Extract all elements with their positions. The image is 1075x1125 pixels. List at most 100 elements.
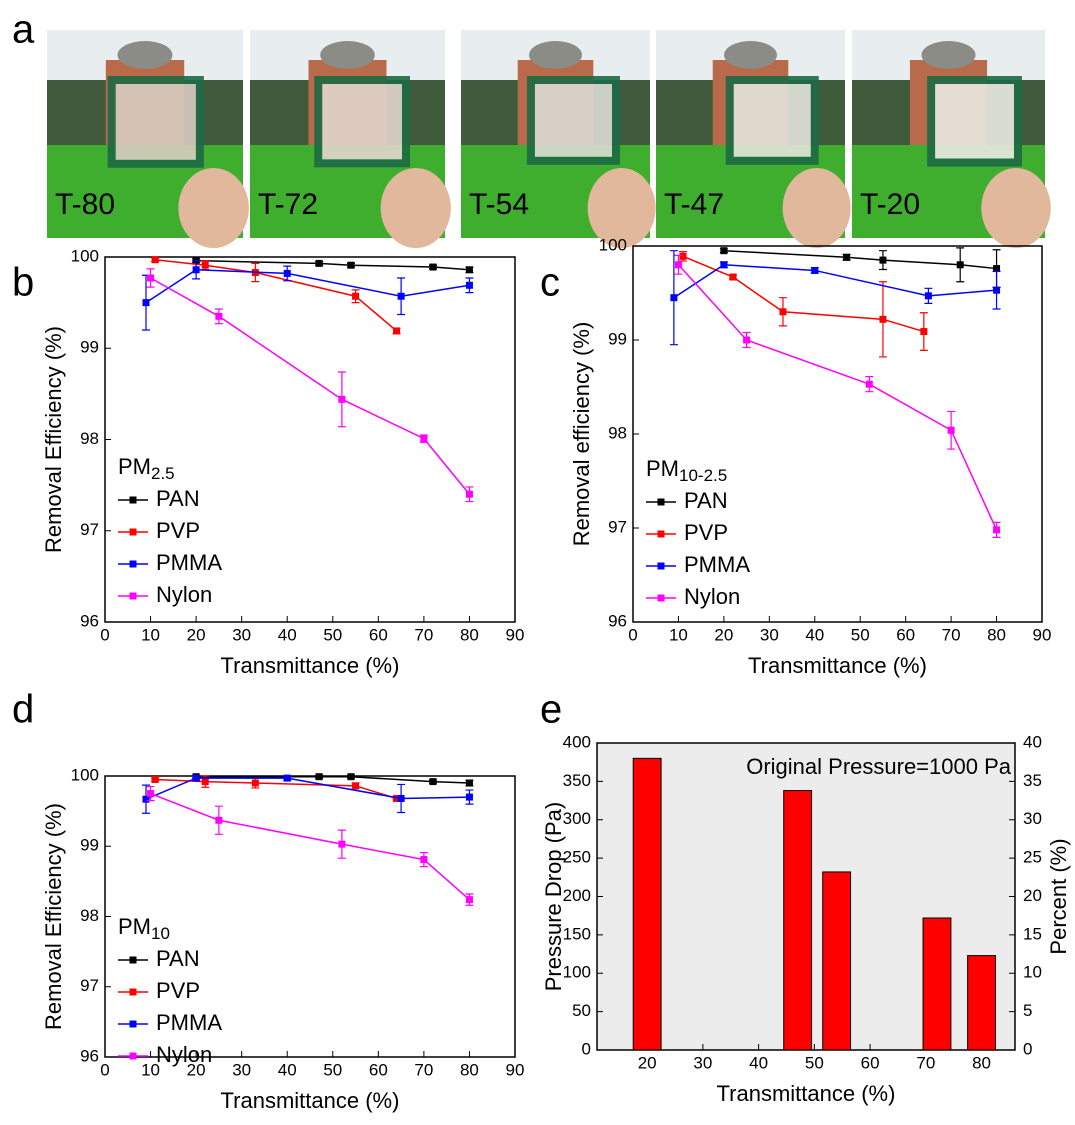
y-tick-label: 96	[80, 1046, 99, 1065]
hand	[981, 168, 1051, 248]
y-tick-label: 98	[80, 906, 99, 925]
panel-label: e	[540, 688, 562, 732]
y-tick-label: 150	[563, 924, 591, 943]
hand	[178, 168, 249, 248]
filter-frame	[107, 76, 204, 168]
photo-label: T-20	[860, 188, 920, 221]
y-axis-label: Removal Efficiency (%)	[41, 326, 66, 553]
legend-label: Nylon	[156, 582, 212, 607]
dome	[117, 41, 173, 69]
series-line	[723, 249, 997, 270]
dome	[529, 41, 582, 69]
marker	[142, 299, 150, 307]
marker	[956, 261, 964, 269]
marker	[393, 794, 401, 802]
legend-marker	[657, 530, 665, 538]
panel-label: c	[540, 261, 560, 305]
legend-marker	[129, 560, 137, 568]
x-axis-label: Transmittance (%)	[717, 1081, 896, 1106]
marker	[338, 840, 346, 848]
x-tick-label: 30	[232, 1060, 251, 1079]
legend-marker	[129, 1052, 137, 1060]
series-line	[150, 277, 471, 495]
annotation: Original Pressure=1000 Pa	[746, 754, 1012, 779]
x-tick-label: 60	[861, 1053, 880, 1072]
marker	[352, 292, 360, 300]
y-tick-label: 99	[608, 329, 627, 348]
marker	[420, 856, 428, 864]
legend-title-sub: 10-2.5	[679, 466, 727, 485]
marker	[352, 782, 360, 790]
marker	[947, 426, 955, 434]
photo-label: T-80	[55, 188, 115, 221]
x-tick-label: 40	[805, 625, 824, 644]
x-tick-label: 10	[141, 1060, 160, 1079]
marker	[192, 266, 200, 274]
x-tick-label: 50	[323, 625, 342, 644]
y2-tick-label: 20	[1023, 886, 1042, 905]
x-tick-label: 50	[851, 625, 870, 644]
series-line	[155, 778, 397, 800]
bar	[922, 917, 952, 1051]
legend-title-sub: 2.5	[151, 464, 175, 483]
marker	[993, 265, 1001, 273]
y-tick-label: 100	[71, 765, 99, 784]
y-tick-label: 97	[80, 976, 99, 995]
x-tick-label: 0	[100, 625, 109, 644]
x-tick-label: 30	[760, 625, 779, 644]
bar	[822, 871, 852, 1051]
y-tick-label: 350	[563, 771, 591, 790]
x-tick-label: 80	[987, 625, 1006, 644]
panel-label: b	[12, 261, 34, 305]
y-axis-label: Pressure Drop (Pa)	[541, 802, 566, 992]
hand	[380, 168, 451, 248]
legend-marker	[129, 1020, 137, 1028]
legend-label: Nylon	[156, 1042, 212, 1067]
marker	[879, 315, 887, 323]
x-tick-label: 80	[972, 1053, 991, 1072]
legend-title: PM10-2.5	[646, 456, 727, 486]
y2-tick-label: 10	[1023, 963, 1042, 982]
marker	[142, 795, 150, 803]
marker	[315, 259, 323, 267]
series-line	[155, 258, 398, 332]
marker	[729, 273, 737, 281]
y-axis-label: Removal efficiency (%)	[569, 322, 594, 547]
marker	[201, 261, 209, 269]
y2-axis-label: Percent (%)	[1046, 838, 1071, 954]
y-tick-label: 400	[563, 732, 591, 751]
legend-marker	[129, 988, 137, 996]
series-line	[196, 259, 470, 271]
y-tick-label: 250	[563, 848, 591, 867]
filter-frame	[526, 76, 620, 165]
x-tick-label: 40	[278, 625, 297, 644]
marker	[920, 328, 928, 336]
x-tick-label: 10	[669, 625, 688, 644]
legend-label: PAN	[684, 488, 728, 513]
marker	[315, 773, 323, 781]
y-tick-label: 50	[572, 1001, 591, 1020]
marker	[465, 490, 473, 498]
y-tick-label: 97	[80, 520, 99, 539]
x-tick-label: 60	[369, 1060, 388, 1079]
marker	[347, 773, 355, 781]
y-tick-label: 0	[582, 1039, 591, 1058]
marker	[338, 395, 346, 403]
legend-title-sub: 10	[151, 924, 170, 943]
marker	[251, 779, 259, 787]
marker	[465, 793, 473, 801]
bar	[967, 955, 996, 1051]
x-tick-label: 10	[141, 625, 160, 644]
x-tick-label: 70	[414, 625, 433, 644]
legend-label: Nylon	[684, 584, 740, 609]
y2-tick-label: 0	[1023, 1039, 1032, 1058]
y-tick-label: 96	[608, 611, 627, 630]
x-axis-label: Transmittance (%)	[221, 653, 400, 678]
x-axis-label: Transmittance (%)	[748, 653, 927, 678]
y-tick-label: 99	[80, 836, 99, 855]
photo-label: T-47	[664, 188, 724, 221]
marker	[192, 774, 200, 782]
x-tick-label: 30	[232, 625, 251, 644]
dome	[921, 41, 976, 69]
marker	[924, 292, 932, 300]
